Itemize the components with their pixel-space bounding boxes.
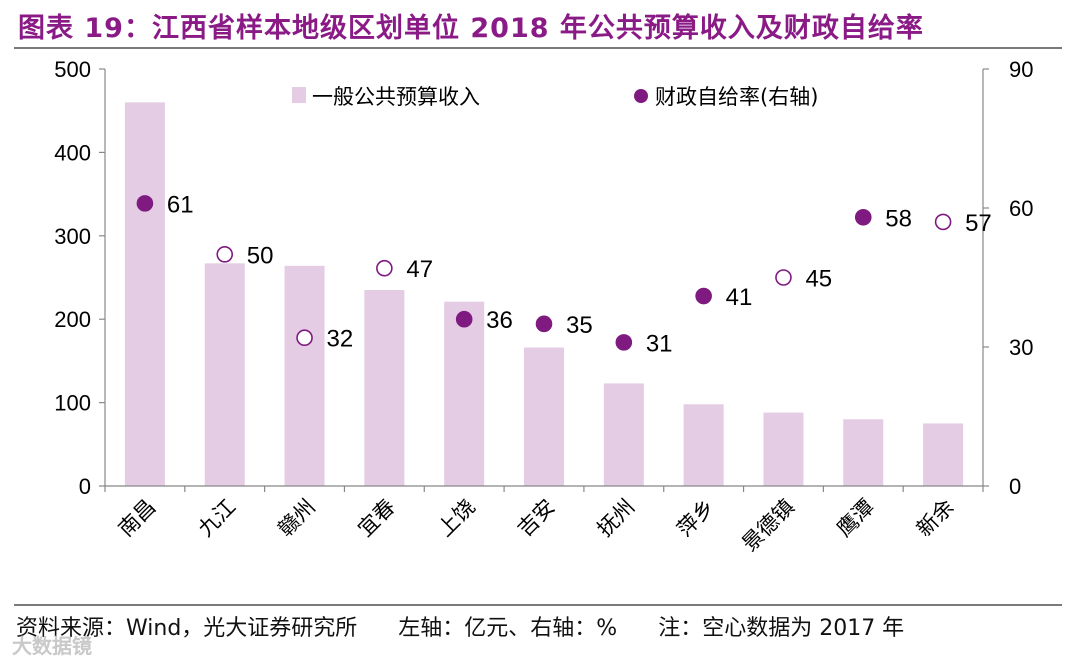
footer-note: 注：空心数据为 2017 年: [658, 616, 905, 641]
legend-label-dot: 财政自给率(右轴): [655, 85, 818, 109]
left-tick-label: 400: [54, 140, 91, 165]
x-category-label: 抚州: [593, 495, 640, 542]
point-萍乡: [695, 287, 712, 305]
bar-鹰潭: [843, 419, 884, 486]
watermark: 大数据镜: [12, 634, 92, 658]
left-tick-label: 100: [54, 391, 91, 416]
bar-宜春: [364, 290, 405, 486]
data-label: 31: [646, 330, 673, 357]
data-label: 57: [965, 210, 992, 237]
hollow-point-新余: [934, 213, 952, 231]
right-tick-label: 0: [1009, 474, 1021, 499]
bar-萍乡: [683, 404, 724, 486]
point-南昌: [136, 195, 154, 212]
data-label: 36: [486, 307, 513, 334]
data-label: 35: [566, 312, 593, 339]
x-category-label: 赣州: [273, 495, 320, 542]
data-label: 61: [167, 191, 194, 218]
hollow-point-景德镇: [775, 269, 792, 286]
point-鹰潭: [854, 208, 872, 226]
data-label: 47: [406, 256, 433, 283]
right-tick-label: 30: [1009, 335, 1033, 360]
x-category-label: 宜春: [353, 495, 400, 542]
legend-swatch-dot: [634, 89, 648, 103]
footer-divider: [14, 604, 1062, 606]
data-label: 45: [805, 266, 832, 293]
data-label: 58: [885, 205, 912, 232]
x-category-label: 南昌: [114, 495, 161, 542]
data-label: 41: [726, 284, 753, 311]
bar-景德镇: [763, 412, 804, 486]
x-category-label: 吉安: [513, 495, 560, 542]
left-tick-label: 0: [79, 474, 91, 499]
hollow-point-宜春: [376, 259, 393, 277]
point-上饶: [455, 310, 473, 328]
bar-上饶: [444, 301, 485, 486]
x-category-label: 萍乡: [673, 495, 720, 542]
chart-canvas: 0 100 200 300 400 500 0 30 60 90 南昌 九江 赣州 宜春 上饶 吉安 抚州 萍乡景…: [54, 57, 1033, 557]
point-吉安: [535, 315, 553, 333]
data-label: 50: [247, 242, 274, 269]
bar-南昌: [124, 102, 165, 487]
right-tick-label: 90: [1009, 57, 1033, 82]
bar-新余: [923, 423, 964, 486]
left-tick-label: 200: [54, 307, 91, 332]
right-tick-label: 60: [1009, 196, 1033, 221]
x-category-label: 九江: [194, 495, 241, 542]
data-label: 32: [327, 326, 354, 353]
bar-吉安: [524, 347, 564, 486]
hollow-point-九江: [216, 246, 234, 263]
title-divider: [14, 47, 1062, 49]
x-category-label: 新余: [912, 495, 959, 542]
footer-source: 资料来源：Wind，光大证券研究所: [16, 616, 358, 641]
legend-swatch-bar: [292, 87, 306, 103]
footer: 资料来源：Wind，光大证券研究所 左轴：亿元、右轴：% 注：空心数据为 201…: [16, 610, 1068, 642]
bar-抚州: [603, 383, 644, 486]
legend-label-bar: 一般公共预算收入: [312, 85, 480, 109]
bar-九江: [204, 263, 245, 486]
point-抚州: [615, 334, 633, 351]
left-tick-label: 300: [54, 224, 91, 249]
bar-赣州: [284, 265, 325, 486]
chart-title: 图表 19：江西省样本地级区划单位 2018 年公共预算收入及财政自给率: [18, 13, 924, 44]
x-category-label: 鹰潭: [832, 495, 879, 542]
hollow-point-赣州: [296, 329, 313, 347]
footer-axis-note: 左轴：亿元、右轴：%: [398, 616, 618, 641]
x-category-label: 上饶: [433, 495, 480, 542]
x-category-label: 景德镇: [737, 495, 799, 557]
left-tick-label: 500: [54, 57, 91, 82]
